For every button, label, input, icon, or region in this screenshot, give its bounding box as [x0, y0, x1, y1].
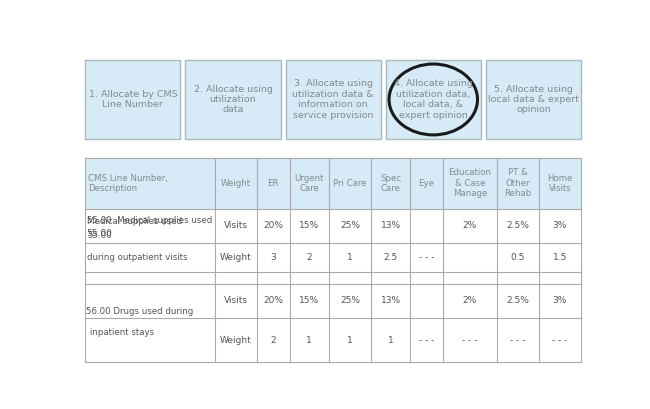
FancyBboxPatch shape	[85, 60, 181, 139]
Text: 1: 1	[306, 336, 312, 345]
Text: 55.00: 55.00	[86, 229, 112, 238]
Text: inpatient stays: inpatient stays	[90, 328, 155, 337]
Text: Home
Visits: Home Visits	[547, 173, 573, 193]
Text: 3%: 3%	[552, 297, 567, 306]
Text: - - -: - - -	[510, 336, 526, 345]
Text: 3. Allocate using
utilization data &
information on
service provision: 3. Allocate using utilization data & inf…	[292, 79, 374, 119]
Bar	[289, 158, 329, 209]
Text: 5. Allocate using
local data & expert
opinion: 5. Allocate using local data & expert op…	[488, 85, 579, 115]
FancyBboxPatch shape	[486, 60, 581, 139]
Text: 1: 1	[347, 253, 353, 262]
Text: 4. Allocate using
utilization data,
local data, &
expert opinion: 4. Allocate using utilization data, loca…	[394, 79, 473, 119]
Text: 25%: 25%	[340, 297, 360, 306]
Bar	[329, 158, 371, 209]
FancyBboxPatch shape	[285, 60, 381, 139]
Bar	[257, 158, 289, 209]
Text: 25%: 25%	[340, 221, 360, 230]
Text: 55.00: 55.00	[87, 231, 112, 240]
Text: 56.00 Drugs used during: 56.00 Drugs used during	[86, 307, 194, 316]
Text: Education
& Case
Manage: Education & Case Manage	[448, 169, 491, 198]
Text: PT &
Other
Rehab: PT & Other Rehab	[504, 169, 532, 198]
Text: - - -: - - -	[419, 253, 434, 262]
Text: Spec
Care: Spec Care	[380, 173, 401, 193]
Text: 2: 2	[270, 336, 276, 345]
Bar	[85, 158, 215, 209]
Text: 2. Allocate using
utilization
data: 2. Allocate using utilization data	[194, 85, 272, 115]
Bar	[371, 158, 410, 209]
Text: 2: 2	[306, 253, 312, 262]
Text: Weight: Weight	[221, 179, 251, 188]
Text: 1: 1	[347, 336, 353, 345]
Text: 20%: 20%	[263, 297, 283, 306]
Text: 15%: 15%	[299, 297, 319, 306]
Text: Weight: Weight	[220, 253, 252, 262]
Text: 2.5: 2.5	[384, 253, 398, 262]
Text: 2%: 2%	[463, 297, 477, 306]
Text: 1. Allocate by CMS
Line Number: 1. Allocate by CMS Line Number	[88, 90, 177, 109]
Text: CMS Line Number,
Description: CMS Line Number, Description	[88, 173, 168, 193]
Text: Visits: Visits	[224, 297, 248, 306]
FancyBboxPatch shape	[385, 60, 481, 139]
Text: 55.00  Medical supplies used: 55.00 Medical supplies used	[87, 216, 213, 225]
Text: 1: 1	[387, 336, 393, 345]
Text: 2.5%: 2.5%	[506, 297, 529, 306]
Bar	[410, 158, 443, 209]
Text: Weight: Weight	[220, 336, 252, 345]
Text: Urgent
Care: Urgent Care	[294, 173, 324, 193]
Text: 2.5%: 2.5%	[506, 221, 529, 230]
Text: Pri Care: Pri Care	[333, 179, 367, 188]
FancyBboxPatch shape	[185, 60, 281, 139]
Text: 2%: 2%	[463, 221, 477, 230]
Text: 20%: 20%	[263, 221, 283, 230]
Text: Eye: Eye	[419, 179, 435, 188]
Bar	[539, 158, 581, 209]
Text: Medical supplies used: Medical supplies used	[87, 217, 183, 226]
Text: ER: ER	[267, 179, 279, 188]
Text: 1.5: 1.5	[552, 253, 567, 262]
Text: 0.5: 0.5	[511, 253, 525, 262]
Text: Visits: Visits	[224, 221, 248, 230]
Text: - - -: - - -	[552, 336, 567, 345]
Text: 3: 3	[270, 253, 276, 262]
Text: 13%: 13%	[380, 221, 400, 230]
Bar	[443, 158, 497, 209]
Text: 3%: 3%	[552, 221, 567, 230]
Text: 13%: 13%	[380, 297, 400, 306]
Text: - - -: - - -	[419, 336, 434, 345]
Bar	[215, 158, 257, 209]
Text: - - -: - - -	[462, 336, 478, 345]
Text: 15%: 15%	[299, 221, 319, 230]
Text: during outpatient visits: during outpatient visits	[87, 253, 188, 262]
Bar	[497, 158, 539, 209]
